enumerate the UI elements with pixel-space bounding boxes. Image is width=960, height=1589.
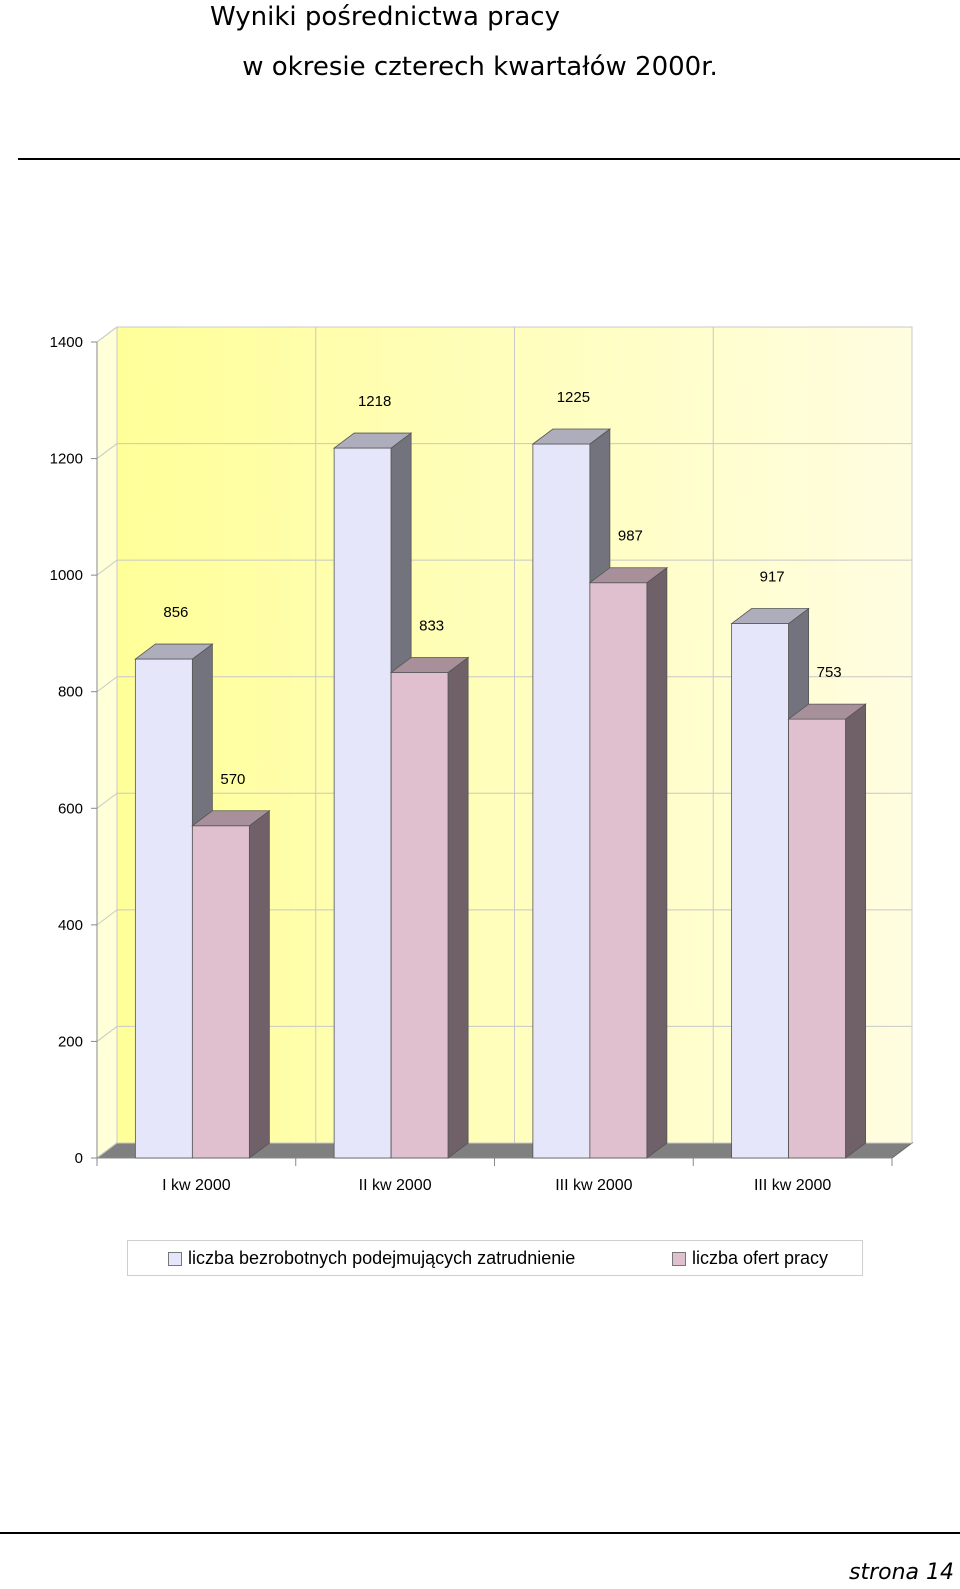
y-tick-label: 1400 bbox=[50, 334, 83, 351]
top-divider bbox=[18, 158, 960, 160]
bar-side bbox=[447, 656, 469, 1159]
bar-top bbox=[730, 608, 810, 624]
bar-top bbox=[191, 810, 271, 827]
data-label: 753 bbox=[817, 664, 842, 681]
bar-chart: 0 200 400 600 800 1000 1200 1400 856 570 I kw 200… bbox=[50, 326, 914, 1194]
bottom-divider bbox=[0, 1532, 960, 1534]
bar-front bbox=[333, 447, 392, 1159]
x-category-label: II kw 2000 bbox=[359, 1177, 432, 1194]
bar-front bbox=[532, 443, 591, 1159]
bar-side bbox=[646, 566, 668, 1159]
bar-front bbox=[589, 582, 648, 1159]
bar-front bbox=[788, 718, 847, 1159]
y-tick-label: 0 bbox=[75, 1150, 83, 1167]
data-label: 1218 bbox=[358, 393, 391, 410]
bar-front bbox=[390, 672, 449, 1159]
legend-label-unemployed-hired: liczba bezrobotnych podejmujących zatrud… bbox=[188, 1248, 576, 1268]
y-tick-label: 400 bbox=[58, 917, 83, 934]
bar bbox=[134, 643, 214, 1159]
y-tick-label: 800 bbox=[58, 684, 83, 701]
page-title-line-1: Wyniki pośrednictwa pracy bbox=[210, 2, 560, 32]
bar-front bbox=[731, 623, 790, 1159]
chart-labels: 856 570 I kw 2000 1218 833 II kw 2000 1225 987 I… bbox=[162, 389, 842, 1194]
x-category-label: III kw 2000 bbox=[555, 1177, 632, 1194]
bar-side bbox=[845, 703, 867, 1159]
data-label: 987 bbox=[618, 528, 643, 545]
data-label: 833 bbox=[419, 617, 444, 634]
gridline-side bbox=[96, 792, 118, 809]
bar-top bbox=[332, 432, 413, 449]
bar bbox=[588, 566, 669, 1159]
legend-swatch-unemployed-hired bbox=[168, 1251, 182, 1266]
bar bbox=[191, 809, 271, 1159]
bar-top bbox=[134, 643, 214, 660]
legend-swatch-job-offers bbox=[672, 1251, 686, 1266]
legend-label-job-offers: liczba ofert pracy bbox=[692, 1248, 829, 1268]
bar-side bbox=[248, 809, 270, 1159]
gridline-side bbox=[96, 1026, 118, 1042]
data-label: 1225 bbox=[557, 389, 590, 406]
bar-front bbox=[134, 658, 193, 1159]
gridline-side bbox=[96, 443, 118, 459]
legend-item-unemployed-hired: liczba bezrobotnych podejmujących zatrud… bbox=[168, 1248, 575, 1269]
data-label: 856 bbox=[163, 604, 188, 621]
x-category-label: I kw 2000 bbox=[162, 1177, 231, 1194]
x-category-label: III kw 2000 bbox=[754, 1177, 831, 1194]
legend-item-job-offers: liczba ofert pracy bbox=[672, 1248, 828, 1269]
chart-bars bbox=[134, 428, 867, 1159]
page-title-line-2: w okresie czterech kwartałów 2000r. bbox=[242, 52, 718, 82]
gridline-side bbox=[96, 559, 118, 576]
gridline-side bbox=[96, 909, 118, 926]
bar-top bbox=[389, 657, 470, 673]
bar bbox=[389, 656, 470, 1159]
y-tick-label: 200 bbox=[58, 1033, 83, 1050]
bar-front bbox=[191, 825, 250, 1159]
y-tick-label: 1000 bbox=[50, 567, 83, 584]
gridline-side bbox=[96, 1142, 118, 1159]
bar-top bbox=[531, 428, 612, 445]
gridline-side bbox=[96, 676, 118, 693]
data-label: 917 bbox=[760, 569, 785, 586]
bar bbox=[787, 703, 867, 1159]
y-tick-label: 600 bbox=[58, 800, 83, 817]
bar-top bbox=[787, 703, 867, 720]
bar-top bbox=[588, 567, 669, 584]
bar bbox=[332, 432, 413, 1159]
page-number: strona 14 bbox=[848, 1560, 954, 1585]
data-label: 570 bbox=[220, 771, 245, 788]
y-tick-label: 1200 bbox=[50, 451, 83, 468]
chart-legend: liczba bezrobotnych podejmujących zatrud… bbox=[127, 1240, 863, 1276]
gridline-side bbox=[96, 326, 118, 343]
